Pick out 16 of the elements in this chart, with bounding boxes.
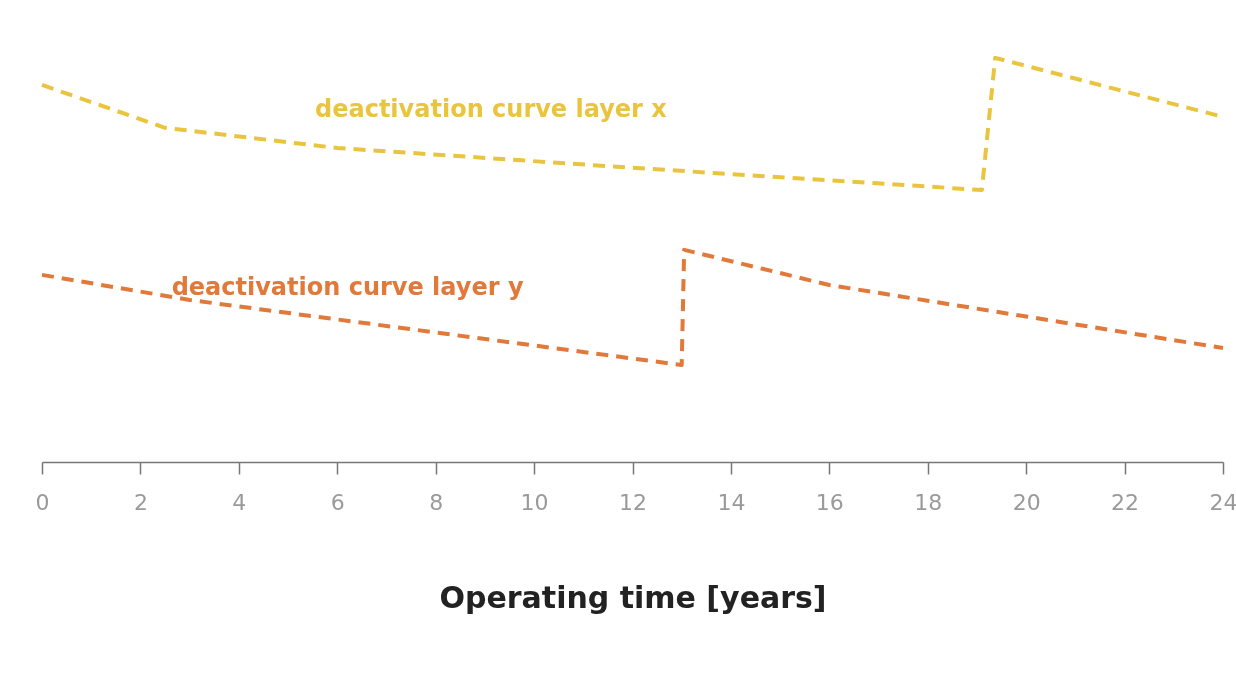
x-tick-label: 0 bbox=[35, 489, 50, 515]
series-label: deactivation curve layer y bbox=[171, 272, 524, 301]
x-tick-label: 24 bbox=[1209, 489, 1236, 515]
x-tick-label: 4 bbox=[232, 489, 247, 515]
x-tick-label: 18 bbox=[914, 489, 943, 515]
x-tick-label: 20 bbox=[1012, 489, 1041, 515]
x-tick-label: 22 bbox=[1111, 489, 1140, 515]
x-tick-label: 14 bbox=[717, 489, 746, 515]
x-tick-label: 16 bbox=[815, 489, 844, 515]
x-tick-label: 12 bbox=[619, 489, 647, 515]
x-tick-label: 10 bbox=[520, 489, 549, 515]
x-axis-title: Operating time [years] bbox=[439, 579, 827, 615]
x-tick-label: 8 bbox=[429, 489, 444, 515]
series-label: deactivation curve layer x bbox=[315, 94, 668, 123]
x-tick-label: 6 bbox=[330, 489, 345, 515]
x-tick-label: 2 bbox=[133, 489, 148, 515]
